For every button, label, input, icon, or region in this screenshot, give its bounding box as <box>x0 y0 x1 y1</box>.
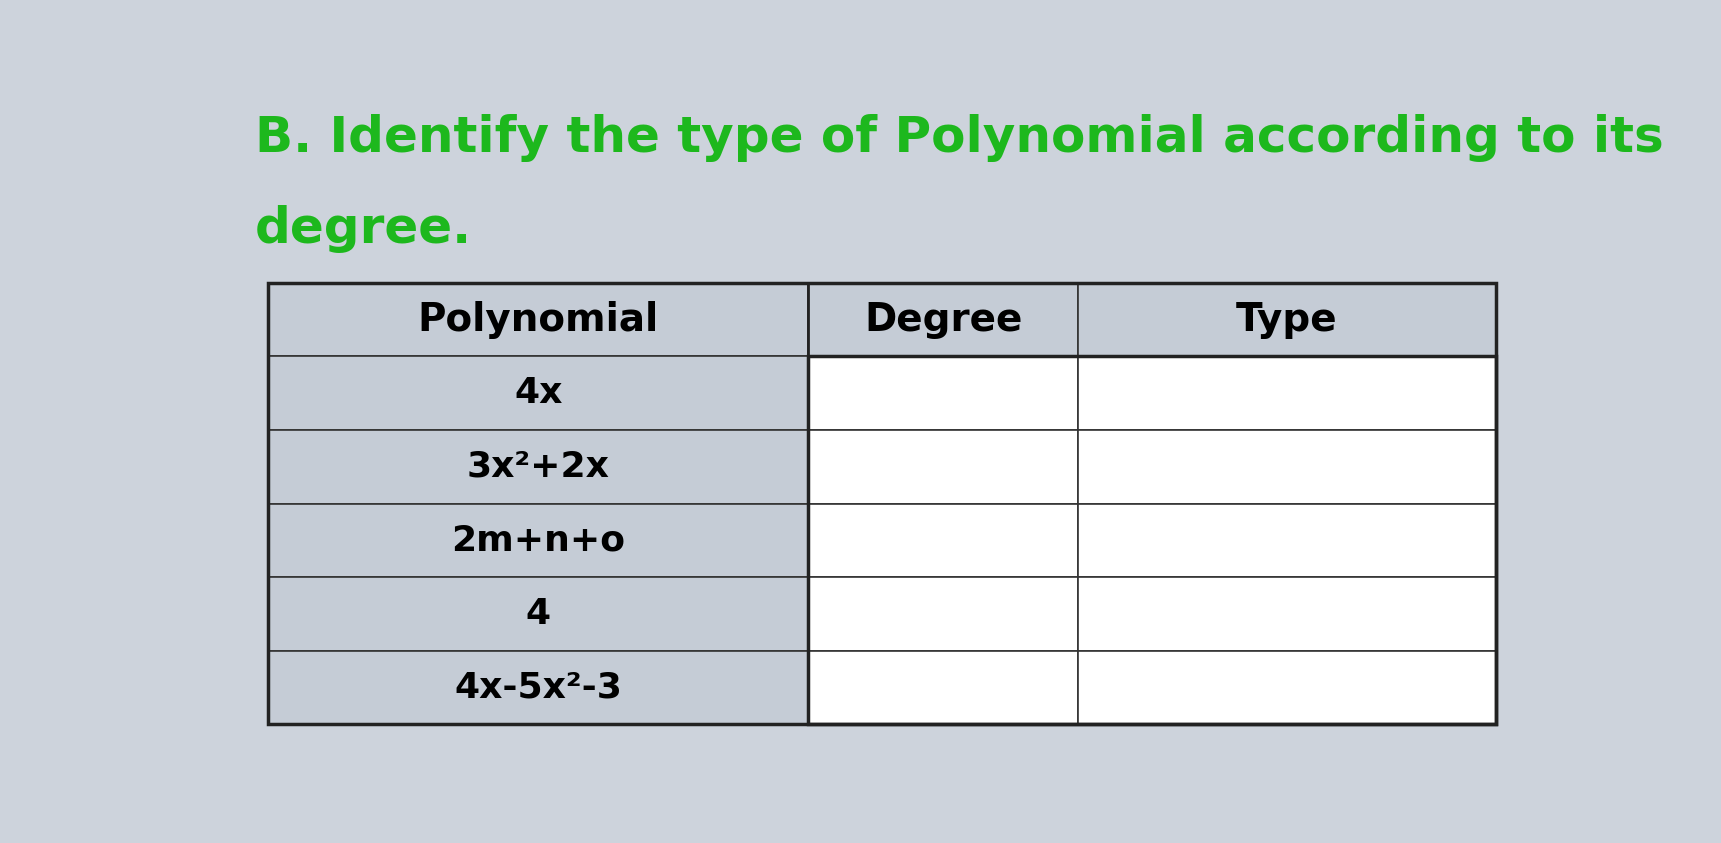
Bar <box>809 651 1079 724</box>
Bar <box>1079 503 1496 577</box>
Bar <box>1079 651 1496 724</box>
Text: 4x: 4x <box>515 376 563 411</box>
Text: 4x-5x²-3: 4x-5x²-3 <box>454 670 623 705</box>
Bar <box>268 503 809 577</box>
Bar <box>268 283 1496 724</box>
Bar <box>1079 357 1496 430</box>
Bar <box>1079 577 1496 651</box>
Text: Type: Type <box>1236 301 1337 339</box>
Bar <box>809 357 1496 724</box>
Text: degree.: degree. <box>255 205 472 253</box>
Bar <box>809 283 1496 357</box>
Bar <box>809 283 1079 357</box>
Bar <box>809 577 1079 651</box>
Text: 2m+n+o: 2m+n+o <box>451 524 625 557</box>
Bar <box>268 651 809 724</box>
Bar <box>809 430 1079 503</box>
Text: Degree: Degree <box>864 301 1022 339</box>
Text: 4: 4 <box>527 597 551 631</box>
Bar <box>268 577 809 651</box>
Bar <box>268 357 809 430</box>
Bar <box>1079 283 1496 357</box>
Bar <box>268 430 809 503</box>
Bar <box>1079 430 1496 503</box>
Bar <box>809 357 1079 430</box>
Bar <box>809 503 1079 577</box>
Text: B. Identify the type of Polynomial according to its: B. Identify the type of Polynomial accor… <box>255 114 1664 162</box>
Text: 3x²+2x: 3x²+2x <box>466 450 609 484</box>
Bar <box>268 283 809 357</box>
Text: Polynomial: Polynomial <box>418 301 659 339</box>
